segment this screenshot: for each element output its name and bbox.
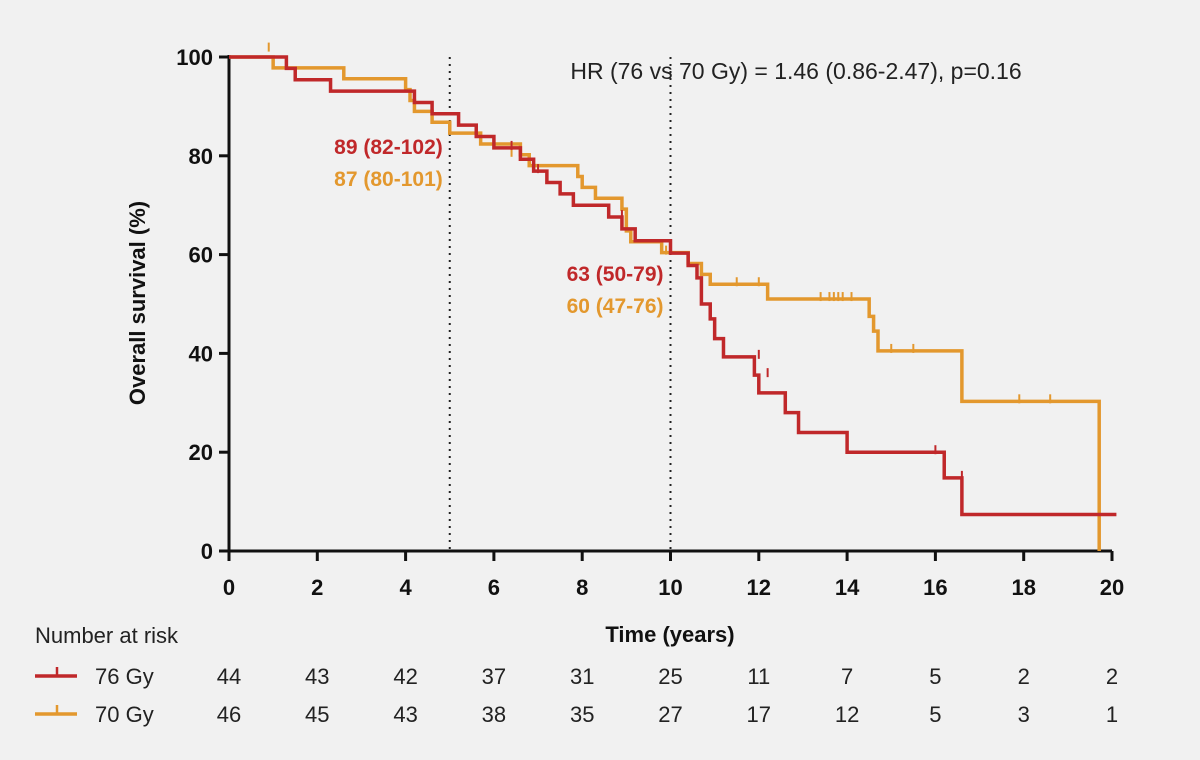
- survival-curve-70-gy: [229, 55, 1101, 551]
- x-tick-label: 10: [658, 575, 682, 600]
- x-tick-label: 12: [747, 575, 771, 600]
- survival-estimates: 89 (82-102) 87 (80-101) 63 (50-79) 60 (47-7…: [334, 136, 663, 318]
- survival-estimate-label: 87 (80-101): [334, 168, 443, 191]
- risk-count: 46: [217, 702, 241, 727]
- risk-row-label: 70 Gy: [95, 702, 154, 727]
- risk-count: 37: [482, 664, 506, 689]
- risk-count: 45: [305, 702, 329, 727]
- risk-count: 5: [929, 664, 941, 689]
- survival-estimate-label: 63 (50-79): [567, 263, 664, 286]
- x-tick-label: 18: [1011, 575, 1035, 600]
- x-tick-label: 20: [1100, 575, 1124, 600]
- x-tick-label: 0: [223, 575, 235, 600]
- y-tick-label: 0: [201, 539, 213, 564]
- survival-estimate-label: 60 (47-76): [567, 295, 664, 318]
- y-tick-label: 40: [189, 341, 213, 366]
- survival-curves: [229, 42, 1117, 551]
- survival-estimate-label: 89 (82-102): [334, 136, 443, 159]
- risk-count: 11: [747, 664, 770, 689]
- risk-table-title: Number at risk: [35, 623, 179, 648]
- x-axis-title: Time (years): [605, 622, 734, 647]
- risk-count: 5: [929, 702, 941, 727]
- x-tick-label: 16: [923, 575, 947, 600]
- risk-count: 43: [393, 702, 417, 727]
- y-tick-label: 100: [176, 45, 213, 70]
- reference-lines: [448, 57, 672, 551]
- risk-count: 17: [747, 702, 771, 727]
- axes: 0 20 40 60 80 100 0 2 4 6 8 10 12 14 16 18 20: [176, 45, 1124, 600]
- risk-count: 31: [570, 664, 594, 689]
- y-tick-label: 20: [189, 440, 213, 465]
- risk-count: 35: [570, 702, 594, 727]
- y-axis-title: Overall survival (%): [125, 201, 150, 405]
- risk-count: 3: [1018, 702, 1030, 727]
- risk-count: 1: [1106, 702, 1118, 727]
- risk-count: 42: [393, 664, 417, 689]
- x-tick-label: 6: [488, 575, 500, 600]
- y-tick-label: 80: [189, 144, 213, 169]
- risk-count: 12: [835, 702, 859, 727]
- risk-count: 2: [1018, 664, 1030, 689]
- risk-count: 27: [658, 702, 682, 727]
- risk-count: 25: [658, 664, 682, 689]
- risk-count: 43: [305, 664, 329, 689]
- x-tick-label: 14: [835, 575, 860, 600]
- x-tick-label: 8: [576, 575, 588, 600]
- risk-count: 2: [1106, 664, 1118, 689]
- y-tick-label: 60: [189, 243, 213, 268]
- x-tick-label: 4: [399, 575, 412, 600]
- hazard-ratio-annotation: HR (76 vs 70 Gy) = 1.46 (0.86-2.47), p=0…: [570, 58, 1021, 84]
- risk-count: 7: [841, 664, 853, 689]
- risk-count: 38: [482, 702, 506, 727]
- risk-row-label: 76 Gy: [95, 664, 154, 689]
- risk-count: 44: [217, 664, 241, 689]
- survival-curve-76-gy: [229, 55, 1117, 517]
- x-tick-label: 2: [311, 575, 323, 600]
